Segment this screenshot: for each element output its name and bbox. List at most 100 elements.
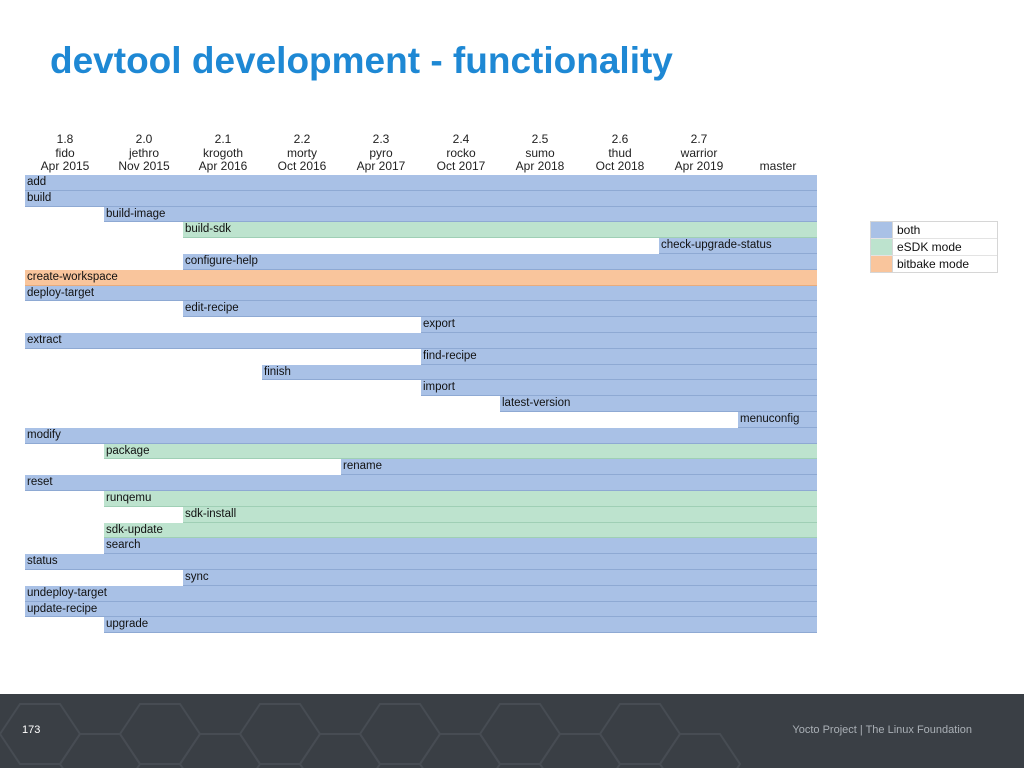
command-row: update-recipe	[25, 601, 817, 618]
version-header: 2.4 rocko Oct 2017	[421, 132, 501, 174]
version-header: master	[738, 133, 818, 174]
command-row: latest-version	[25, 396, 817, 412]
command-row: extract	[25, 332, 817, 349]
version-header: 2.5 sumo Apr 2018	[500, 132, 580, 174]
version-name: pyro	[369, 145, 393, 160]
version-num: 2.4	[452, 132, 470, 146]
command-bar: find-recipe	[421, 348, 817, 365]
version-num: 2.5	[531, 132, 549, 146]
version-num: 2.1	[214, 132, 232, 146]
version-date: Oct 2018	[595, 159, 645, 173]
command-row: add	[25, 175, 817, 191]
legend-item: eSDK mode	[871, 239, 997, 256]
command-row: menuconfig	[25, 411, 817, 428]
command-row: undeploy-target	[25, 585, 817, 602]
command-bar: add	[25, 175, 817, 191]
version-num: 2.3	[372, 132, 390, 146]
command-row: rename	[25, 459, 817, 476]
version-date: Apr 2016	[198, 159, 248, 173]
command-bar: import	[421, 380, 817, 397]
version-date: Apr 2019	[674, 159, 724, 173]
command-row: build-image	[25, 206, 817, 223]
version-name: sumo	[525, 145, 555, 160]
command-row: reset	[25, 475, 817, 491]
command-row: runqemu	[25, 490, 817, 507]
version-num: 2.2	[293, 132, 311, 146]
command-bar: runqemu	[104, 490, 817, 507]
command-row: sync	[25, 569, 817, 586]
command-row: modify	[25, 427, 817, 444]
footer: 173 Yocto Project | The Linux Foundation	[0, 694, 1024, 768]
command-row: upgrade	[25, 617, 817, 634]
version-name: rocko	[446, 145, 476, 160]
command-bar: sync	[183, 569, 817, 586]
version-name: morty	[287, 145, 317, 160]
command-bar: extract	[25, 332, 817, 349]
command-bar: finish	[262, 364, 817, 381]
version-header: 2.2 morty Oct 2016	[262, 132, 342, 174]
version-header: 2.6 thud Oct 2018	[580, 132, 660, 174]
command-bar: reset	[25, 475, 817, 491]
command-bar: search	[104, 538, 817, 555]
command-bar: sdk-update	[104, 522, 817, 539]
command-bar: configure-help	[183, 253, 817, 270]
slide-title: devtool development - functionality	[50, 40, 673, 81]
command-row: build-sdk	[25, 222, 817, 239]
command-row: deploy-target	[25, 285, 817, 302]
command-bar: undeploy-target	[25, 585, 817, 602]
legend-item: bitbake mode	[871, 256, 997, 272]
version-name: warrior	[680, 145, 718, 160]
command-row: search	[25, 538, 817, 555]
command-bar: build	[25, 190, 817, 207]
version-num: 2.7	[690, 132, 708, 146]
command-timeline-grid: add build build-image build-sdk check-upgrad…	[25, 175, 817, 634]
footer-text: Yocto Project | The Linux Foundation	[792, 724, 972, 736]
version-date: Oct 2016	[277, 159, 327, 173]
version-num	[738, 133, 818, 147]
version-num: 2.6	[611, 132, 629, 146]
version-name: krogoth	[202, 145, 244, 160]
command-bar: latest-version	[500, 396, 817, 412]
legend-item: both	[871, 222, 997, 239]
command-row: check-upgrade-status	[25, 238, 817, 254]
command-bar: export	[421, 317, 817, 333]
hexagon-pattern	[0, 703, 742, 768]
command-row: edit-recipe	[25, 301, 817, 318]
version-name: jethro	[128, 145, 160, 160]
version-header: 2.1 krogoth Apr 2016	[183, 132, 263, 174]
version-num: 2.0	[135, 132, 153, 146]
version-date: Apr 2017	[356, 159, 406, 173]
legend: both eSDK mode bitbake mode	[870, 221, 998, 273]
command-row: configure-help	[25, 253, 817, 270]
command-bar: menuconfig	[738, 411, 817, 428]
command-row: export	[25, 317, 817, 333]
command-bar: deploy-target	[25, 285, 817, 302]
version-date: Nov 2015	[118, 159, 170, 173]
command-bar: upgrade	[104, 617, 817, 634]
version-name	[738, 147, 818, 161]
command-bar: check-upgrade-status	[659, 238, 817, 254]
version-header: 2.0 jethro Nov 2015	[104, 132, 184, 174]
version-header: 2.7 warrior Apr 2019	[659, 132, 739, 174]
command-row: sdk-update	[25, 522, 817, 539]
command-bar: create-workspace	[25, 269, 817, 286]
command-bar: modify	[25, 427, 817, 444]
command-row: import	[25, 380, 817, 397]
version-header: 1.8 fido Apr 2015	[25, 132, 105, 174]
command-row: sdk-install	[25, 506, 817, 523]
legend-label: bitbake mode	[897, 257, 970, 271]
command-bar: build-sdk	[183, 222, 817, 239]
command-row: finish	[25, 364, 817, 381]
version-header: 2.3 pyro Apr 2017	[341, 132, 421, 174]
command-row: status	[25, 554, 817, 570]
legend-swatch	[871, 222, 893, 238]
command-bar: build-image	[104, 206, 817, 223]
command-row: package	[25, 443, 817, 460]
version-date: Oct 2017	[436, 159, 486, 173]
page-number: 173	[22, 724, 41, 736]
version-date: master	[759, 159, 797, 173]
legend-label: eSDK mode	[897, 240, 962, 254]
version-name: thud	[608, 145, 632, 160]
legend-label: both	[897, 223, 921, 237]
command-bar: update-recipe	[25, 601, 817, 618]
